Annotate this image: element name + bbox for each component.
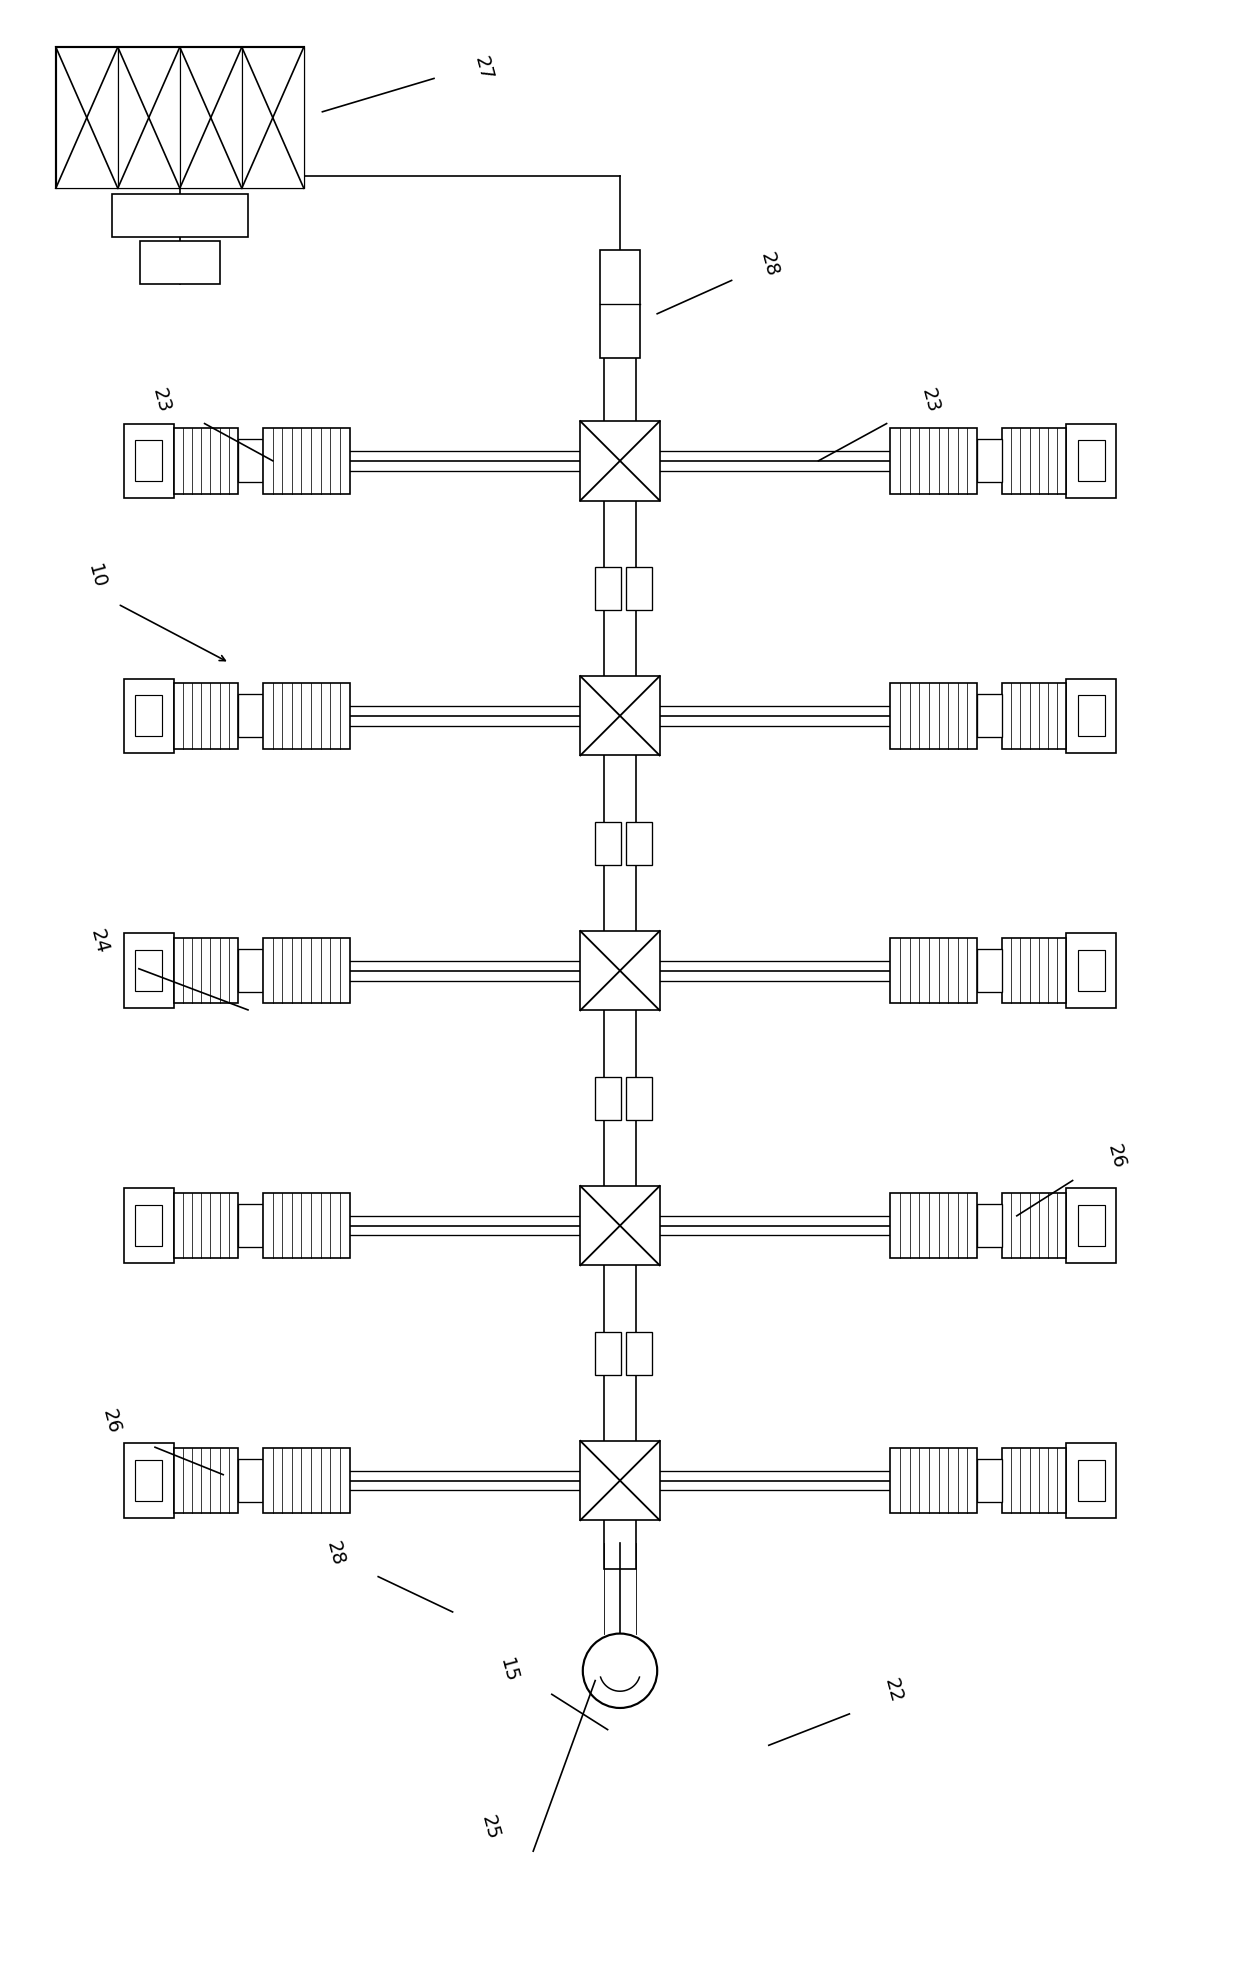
Bar	[890, 427, 977, 494]
Bar	[977, 949, 1002, 992]
Bar	[135, 951, 162, 990]
Bar	[1002, 682, 1066, 749]
Bar	[580, 1186, 660, 1265]
Text: 23: 23	[149, 386, 174, 414]
Bar	[174, 1447, 238, 1514]
Bar	[238, 1459, 263, 1502]
Text: 26: 26	[1104, 1143, 1128, 1171]
Bar	[626, 1332, 652, 1375]
Bar	[140, 241, 221, 284]
Text: 28: 28	[756, 251, 781, 278]
Text: 15: 15	[496, 1657, 521, 1684]
Bar	[1002, 937, 1066, 1004]
Bar	[135, 696, 162, 735]
Bar	[174, 937, 238, 1004]
Bar	[1078, 951, 1105, 990]
Bar	[124, 1188, 174, 1263]
Bar	[1078, 696, 1105, 735]
Bar	[263, 937, 350, 1004]
Bar	[238, 694, 263, 737]
Text: 28: 28	[322, 1539, 347, 1567]
Bar	[135, 441, 162, 480]
Bar	[595, 822, 621, 865]
Bar	[1066, 1188, 1116, 1263]
Text: 10: 10	[84, 563, 109, 590]
Bar	[977, 694, 1002, 737]
Bar	[890, 682, 977, 749]
Bar	[124, 933, 174, 1008]
Bar	[1078, 1206, 1105, 1245]
Bar	[595, 567, 621, 610]
Text: 22: 22	[880, 1677, 905, 1704]
Bar	[890, 937, 977, 1004]
Bar	[1066, 1443, 1116, 1518]
Text: 26: 26	[99, 1408, 124, 1435]
Text: 27: 27	[471, 55, 496, 82]
Bar	[124, 679, 174, 753]
Bar	[626, 1077, 652, 1120]
Bar	[1002, 427, 1066, 494]
Bar	[1066, 424, 1116, 498]
Bar	[626, 822, 652, 865]
Circle shape	[583, 1634, 657, 1708]
Bar	[174, 1192, 238, 1259]
Bar	[580, 677, 660, 755]
Bar	[56, 47, 118, 188]
Bar	[238, 949, 263, 992]
Bar	[890, 1192, 977, 1259]
Bar	[174, 682, 238, 749]
Bar	[135, 1206, 162, 1245]
Bar	[238, 439, 263, 482]
Bar	[580, 422, 660, 500]
Text: 23: 23	[918, 386, 942, 414]
Bar	[977, 439, 1002, 482]
Bar	[580, 1441, 660, 1520]
Bar	[174, 427, 238, 494]
Bar	[1078, 1461, 1105, 1500]
Bar	[977, 1459, 1002, 1502]
Bar	[263, 1447, 350, 1514]
Bar	[1002, 1192, 1066, 1259]
Bar	[600, 251, 640, 359]
Bar	[977, 1204, 1002, 1247]
Text: 25: 25	[477, 1814, 502, 1841]
Bar	[118, 47, 180, 188]
Bar	[1066, 679, 1116, 753]
Bar	[604, 343, 636, 1569]
Bar	[112, 194, 248, 237]
Bar	[124, 1443, 174, 1518]
Text: 24: 24	[87, 928, 112, 955]
Bar	[180, 47, 242, 188]
Bar	[595, 1332, 621, 1375]
Bar	[595, 1077, 621, 1120]
Bar	[263, 1192, 350, 1259]
Bar	[238, 1204, 263, 1247]
Bar	[890, 1447, 977, 1514]
Bar	[1002, 1447, 1066, 1514]
Bar	[242, 47, 304, 188]
Bar	[263, 682, 350, 749]
Bar	[124, 424, 174, 498]
Bar	[263, 427, 350, 494]
Bar	[135, 1461, 162, 1500]
Bar	[580, 931, 660, 1010]
Bar	[1066, 933, 1116, 1008]
Bar	[56, 47, 304, 188]
Bar	[626, 567, 652, 610]
Bar	[1078, 441, 1105, 480]
